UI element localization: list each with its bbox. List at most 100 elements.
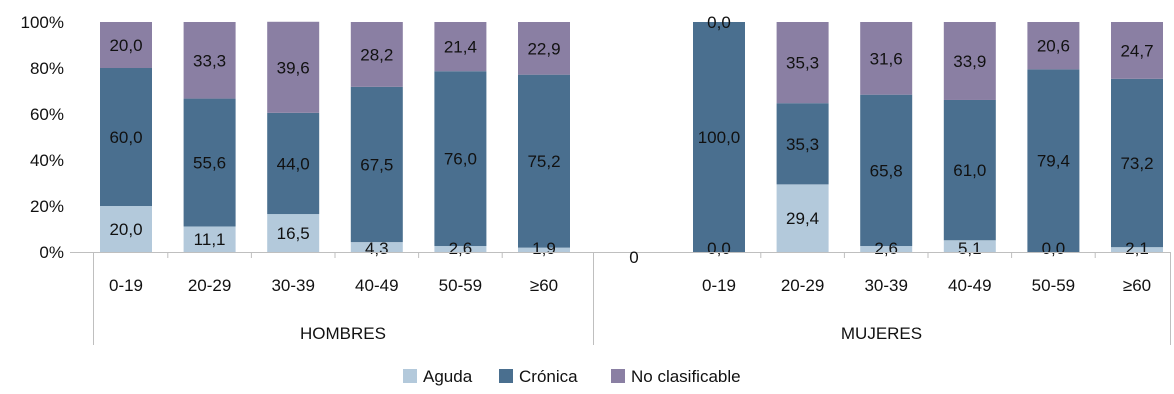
data-label: 20,6 [1037, 37, 1070, 56]
y-tick-label: 20% [30, 197, 64, 216]
category-label: 30-39 [271, 276, 314, 295]
category-label: 0-19 [109, 276, 143, 295]
legend-label: No clasificable [631, 367, 741, 386]
data-label: 44,0 [277, 154, 310, 173]
data-label: 2,1 [1125, 239, 1149, 258]
bar-segment-no-clasificable [183, 22, 236, 99]
y-axis: 0% 20% 40% 60% 80% 100% [21, 13, 64, 262]
data-label: 60,0 [109, 128, 142, 147]
legend-label: Crónica [519, 367, 578, 386]
category-label: 20-29 [781, 276, 824, 295]
data-label: 21,4 [444, 38, 477, 57]
bar-segment-aguda [350, 242, 403, 252]
data-labels: 20,0 60,0 20,0 11,1 55,6 33,3 16,5 44,0 39,6 4,3 6… [109, 13, 1153, 258]
data-label: 75,2 [527, 152, 560, 171]
bar-segment-crónica [518, 74, 570, 248]
category-label: ≥60 [530, 276, 558, 295]
legend: Aguda Crónica No clasificable [403, 367, 741, 386]
bar-segment-crónica [776, 103, 829, 185]
legend-swatch [611, 369, 625, 383]
bar-segment-aguda [860, 246, 913, 252]
bar-segment-no-clasificable [776, 22, 829, 104]
data-label: 0,0 [707, 239, 731, 258]
category-label: 20-29 [188, 276, 231, 295]
data-label: 2,6 [874, 239, 898, 258]
group-label: MUJERES [841, 324, 922, 343]
data-label: 33,3 [193, 51, 226, 70]
bar-segment-no-clasificable [943, 22, 996, 100]
bar-segment-crónica [183, 98, 236, 227]
category-label: ≥60 [1123, 276, 1151, 295]
bar-segment-crónica [434, 71, 487, 247]
legend-label: Aguda [423, 367, 473, 386]
legend-swatch [499, 369, 513, 383]
x-axis: 0-19 20-29 30-39 40-49 50-59 ≥60 HOMBRES 0-19 20… [70, 248, 1171, 345]
bar-segment-aguda [100, 206, 152, 252]
bar-segment-crónica [1027, 69, 1080, 252]
data-label: 29,4 [786, 209, 819, 228]
y-tick-label: 0% [39, 243, 64, 262]
y-tick-label: 80% [30, 59, 64, 78]
data-label: 31,6 [870, 49, 903, 68]
category-label: 50-59 [439, 276, 482, 295]
data-label: 76,0 [444, 150, 477, 169]
category-label: 50-59 [1032, 276, 1075, 295]
data-label: 61,0 [953, 161, 986, 180]
data-label: 65,8 [870, 161, 903, 180]
data-label: 55,6 [193, 154, 226, 173]
data-label: 5,1 [958, 239, 982, 258]
bar-segment-crónica [860, 94, 913, 247]
data-label: 35,3 [786, 135, 819, 154]
group-label: HOMBRES [300, 324, 386, 343]
data-label: 0,0 [707, 13, 731, 32]
data-label: 35,3 [786, 54, 819, 73]
legend-swatch [403, 369, 417, 383]
data-label: 79,4 [1037, 152, 1070, 171]
bar-segment-no-clasificable [518, 22, 570, 75]
bar-segment-aguda [943, 240, 996, 252]
bar-segment-aguda [518, 247, 570, 252]
data-label: 11,1 [194, 230, 226, 249]
category-label: 40-49 [355, 276, 398, 295]
bar-segment-no-clasificable [350, 22, 403, 87]
bar-segment-no-clasificable [1111, 22, 1163, 79]
bar-segment-no-clasificable [434, 22, 487, 72]
bar-segment-crónica [943, 99, 996, 241]
bar-segment-no-clasificable [267, 21, 320, 113]
bar-segment-aguda [267, 214, 320, 252]
bar-segment-no-clasificable [860, 22, 913, 95]
y-tick-label: 40% [30, 151, 64, 170]
category-label: 0-19 [702, 276, 736, 295]
bar-segment-crónica [100, 68, 152, 206]
bar-segment-no-clasificable [1027, 22, 1080, 70]
bar-segment-crónica [1111, 78, 1163, 248]
bar-segment-no-clasificable [100, 22, 152, 68]
data-label: 24,7 [1120, 41, 1153, 60]
data-label: 20,0 [109, 220, 142, 239]
bar-segment-aguda [434, 246, 487, 252]
data-label: 67,5 [360, 155, 393, 174]
data-label: 1,9 [532, 239, 556, 258]
data-label: 2,6 [449, 239, 473, 258]
bar-segment-crónica [350, 86, 403, 243]
data-label: 28,2 [360, 45, 393, 64]
data-label: 73,2 [1120, 154, 1153, 173]
data-label: 20,0 [109, 36, 142, 55]
bars [100, 21, 1163, 252]
data-label: 4,3 [365, 239, 389, 258]
data-label: 22,9 [527, 39, 560, 58]
data-label: 33,9 [953, 52, 986, 71]
gap-zero-label: 0 [629, 248, 638, 267]
bar-segment-aguda [1111, 247, 1163, 252]
data-label: 100,0 [698, 128, 741, 147]
y-tick-label: 60% [30, 105, 64, 124]
bar-segment-crónica [693, 22, 745, 252]
category-label: 30-39 [864, 276, 907, 295]
category-label: 40-49 [948, 276, 991, 295]
bar-segment-aguda [776, 184, 829, 252]
data-label: 0,0 [1042, 239, 1066, 258]
data-label: 16,5 [277, 224, 310, 243]
bar-segment-aguda [183, 226, 236, 252]
data-label: 39,6 [277, 58, 310, 77]
